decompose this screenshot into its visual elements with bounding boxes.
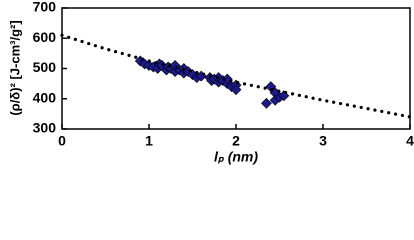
data-point	[261, 97, 272, 109]
fit-line	[60, 33, 412, 119]
data-point	[230, 84, 242, 96]
chart: lₚ (nm) (ρ/δ)² [J-cm³/g²] 0 1 2 3 4 300 400 500…	[7, 0, 414, 165]
x-axis-label: lₚ (nm)	[214, 149, 258, 165]
y-tick-label: 700	[33, 0, 57, 15]
x-tick-label: 4	[406, 133, 414, 149]
plot-frame	[61, 7, 411, 130]
y-tick-label: 400	[33, 89, 57, 105]
y-tick-label: 500	[33, 59, 57, 75]
x-tick-label: 2	[232, 133, 240, 149]
y-tick-label: 600	[33, 29, 57, 45]
x-tick-label: 3	[319, 133, 327, 149]
y-tick-label: 300	[33, 120, 57, 136]
x-tick-label: 1	[145, 133, 153, 149]
x-tick-label: 0	[58, 133, 66, 149]
y-axis-label: (ρ/δ)² [J-cm³/g²]	[7, 20, 22, 115]
